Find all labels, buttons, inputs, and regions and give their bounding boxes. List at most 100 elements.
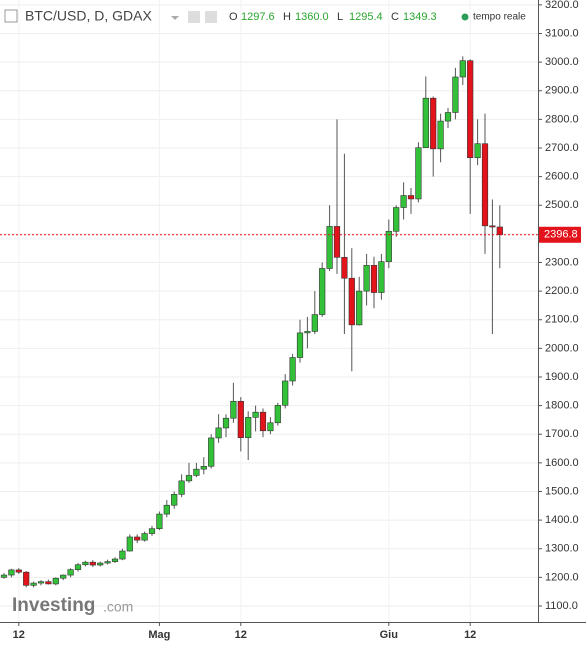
realtime-dot [461, 13, 469, 21]
y-tick-label: 3000.0 [545, 56, 579, 68]
y-tick-label: 1200.0 [545, 571, 579, 583]
candle-body [82, 561, 89, 566]
candle-body [148, 528, 156, 534]
candle-body [97, 562, 104, 566]
candle-body [141, 533, 148, 541]
candle-body [326, 226, 333, 269]
y-tick-label: 2300.0 [545, 256, 579, 268]
symbol-box[interactable] [4, 9, 18, 23]
ohlc-key: O [229, 11, 238, 23]
y-tick-label: 3100.0 [545, 27, 579, 39]
candle-body [67, 569, 74, 576]
ohlc-value: 1349.3 [403, 11, 437, 23]
last-price-box [539, 226, 581, 243]
y-tick-label: 1400.0 [545, 514, 579, 526]
candle-body [119, 550, 126, 560]
candle-body [245, 417, 252, 438]
candle-body [467, 60, 474, 159]
candle-body [407, 195, 415, 200]
dropdown-arrow[interactable] [171, 16, 179, 20]
last-price-label: 2396.8 [544, 229, 578, 241]
candle-body [104, 561, 111, 564]
y-tick-label: 1700.0 [545, 428, 579, 440]
x-tick-label: Mag [148, 629, 170, 641]
candle-body [400, 195, 407, 208]
y-tick-label: 2200.0 [545, 285, 579, 297]
symbol-title: BTC/USD, D, GDAX [25, 8, 152, 24]
y-tick-label: 1100.0 [545, 600, 578, 612]
candle-body [126, 536, 133, 552]
candle-body [74, 564, 82, 570]
y-tick-label: 2000.0 [545, 342, 579, 354]
candle-body [393, 207, 400, 232]
candle-body [215, 427, 222, 439]
candle-body [15, 569, 22, 573]
candle-body [259, 411, 267, 432]
ohlc-key: H [283, 11, 291, 23]
settings-icon[interactable] [188, 11, 200, 23]
y-tick-label: 2900.0 [545, 85, 579, 97]
candle-body [237, 401, 244, 438]
candle-body [52, 577, 59, 585]
y-tick-label: 1500.0 [545, 485, 579, 497]
ohlc-value: 1297.6 [241, 11, 275, 23]
candle-body [208, 437, 215, 467]
candle-body [8, 569, 15, 576]
x-tick-label: 12 [464, 629, 476, 641]
candle-body [378, 261, 385, 293]
candle-body [163, 504, 170, 515]
candle-body [333, 226, 341, 258]
candle-body [296, 332, 304, 358]
candle-body [363, 265, 370, 292]
candle-body [200, 465, 207, 470]
close-icon[interactable] [205, 11, 217, 23]
x-tick-label: 12 [235, 629, 247, 641]
candle-body [304, 331, 311, 334]
candle-body [422, 97, 429, 148]
candle-body [156, 513, 163, 529]
candle-body [430, 97, 437, 150]
candle-body [171, 494, 178, 506]
candle-body [267, 422, 274, 432]
candle-body [23, 571, 30, 586]
candle-body [489, 225, 496, 228]
candle-body [45, 581, 52, 585]
y-tick-label: 2500.0 [545, 199, 579, 211]
candle-body [385, 230, 392, 262]
y-tick-label: 2800.0 [545, 113, 579, 125]
realtime-label: tempo reale [473, 12, 526, 23]
candle-body [30, 582, 37, 586]
candle-body [89, 561, 96, 566]
candle-body [496, 226, 503, 236]
candle-body [452, 76, 459, 113]
candle-body [459, 60, 466, 78]
candle-body [60, 574, 67, 579]
ohlc-value: 1295.4 [349, 11, 383, 23]
candle-body [185, 475, 193, 482]
candle-body [222, 417, 230, 429]
candle-body [274, 405, 281, 424]
candle-body [356, 290, 363, 326]
y-tick-label: 3200.0 [545, 0, 579, 11]
candle-body [111, 558, 119, 562]
ohlc-value: 1360.0 [295, 11, 329, 23]
y-tick-label: 2700.0 [545, 142, 579, 154]
candle-body [134, 536, 141, 541]
candle-body [311, 314, 318, 332]
y-tick-label: 2100.0 [545, 314, 579, 326]
candle-body [481, 143, 489, 227]
ohlc-key: C [391, 11, 399, 23]
x-tick-label: Giu [380, 629, 398, 641]
candle-body [415, 147, 422, 200]
y-tick-label: 1800.0 [545, 400, 579, 412]
candle-body [0, 574, 8, 578]
candle-body [444, 112, 452, 122]
watermark-brand: Investing [12, 595, 95, 616]
candle-body [230, 401, 237, 419]
candle-body [437, 120, 444, 150]
candle-body [474, 143, 481, 159]
y-tick-label: 1600.0 [545, 457, 579, 469]
candle-body [341, 257, 348, 279]
ohlc-key: L [337, 11, 343, 23]
